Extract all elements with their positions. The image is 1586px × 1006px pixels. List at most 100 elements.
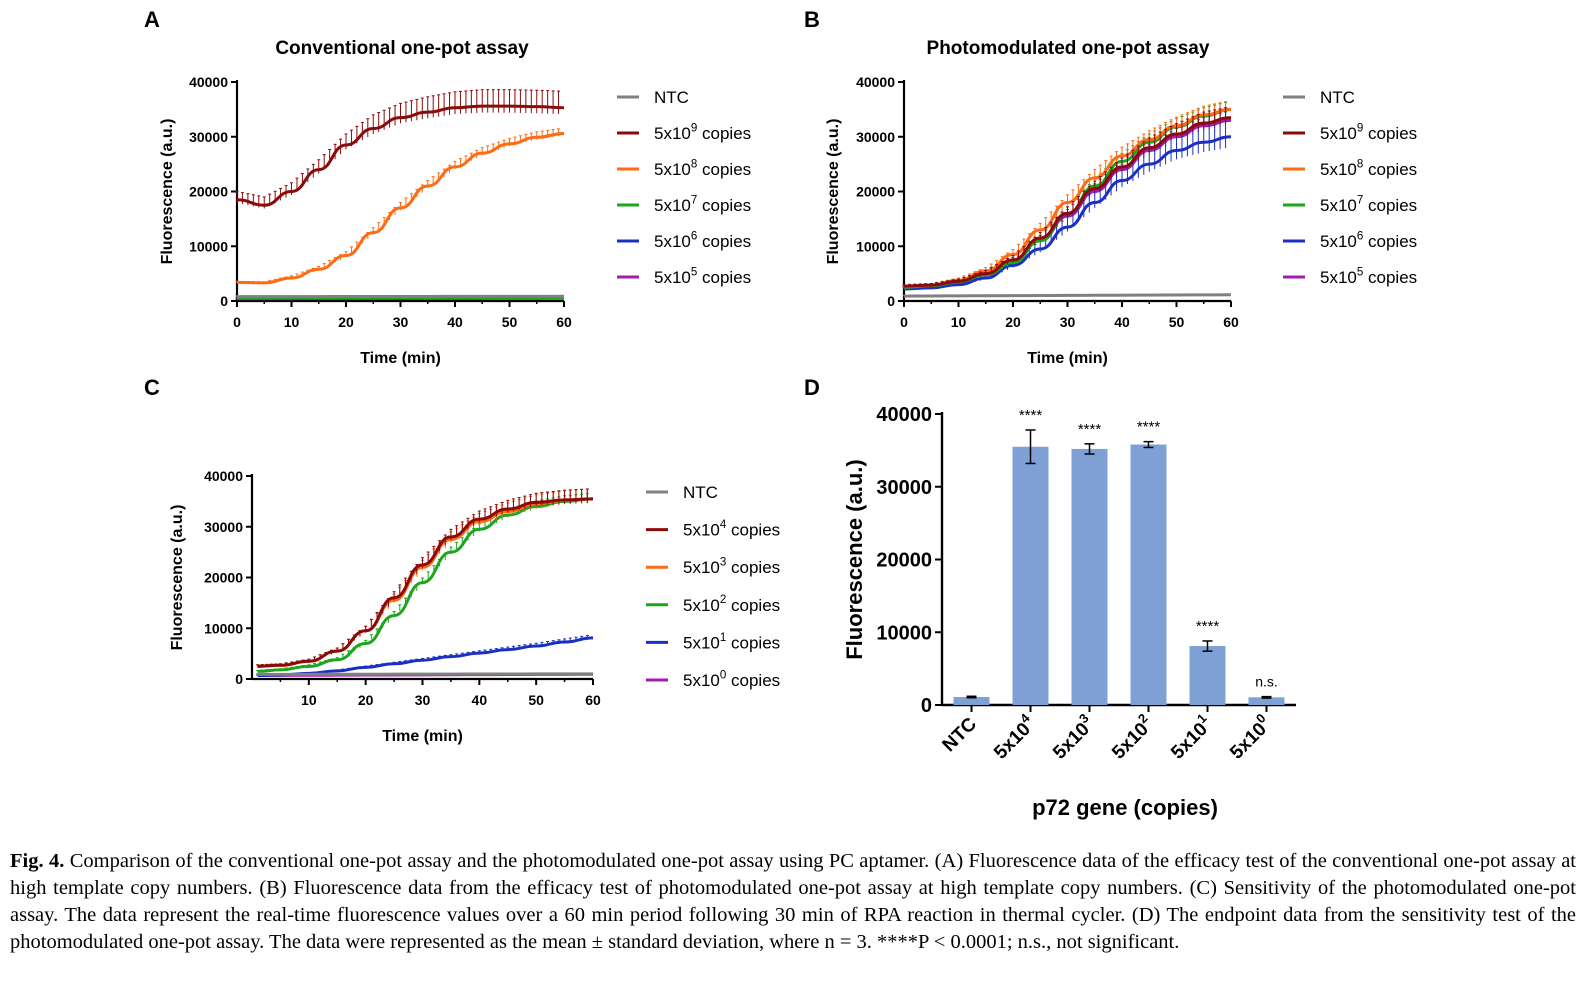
series-e9 [902,107,1232,288]
x-tick-label: 40 [1114,314,1130,330]
legend-label: 5x103 copies [683,557,780,578]
legend-label: 5x108 copies [654,158,751,179]
series-line [236,104,565,207]
legend-label: NTC [683,483,718,502]
legend-label: 5x105 copies [654,266,751,287]
y-tick-label: 40000 [204,468,243,484]
y-tick-label: 0 [887,293,895,309]
significance-label: **** [1078,421,1102,438]
legend-label: 5x104 copies [683,519,780,540]
legend-label: NTC [1320,88,1355,107]
x-tick-label: 50 [1169,314,1185,330]
y-tick-label: 30000 [856,129,895,145]
panel-A: A Conventional one-pot assay 0 10000 20000 30… [144,7,751,367]
y-axis-label: Fluorescence (a.u.) [169,505,186,651]
legend-label: 5x100 copies [683,669,780,690]
chart-title: Conventional one-pot assay [275,38,529,59]
x-axis-label: p72 gene (copies) [1032,795,1218,820]
legend-label: 5x107 copies [1320,194,1417,215]
legend-label: NTC [654,88,689,107]
x-tick-label: 20 [338,314,354,330]
series-line [236,131,565,285]
y-tick-label: 30000 [876,477,932,499]
panel-label-B: B [804,7,820,32]
series-e1 [256,634,594,677]
series-e3 [256,488,594,668]
y-tick-label: 10000 [876,622,932,644]
x-tick-label: 10 [301,692,317,708]
y-tick-label: 10000 [856,238,895,254]
category-label: NTC [939,713,982,756]
x-tick-label: 20 [1005,314,1021,330]
bar [1248,697,1285,705]
series-line [903,135,1232,291]
series-line [257,497,594,668]
y-tick-label: 40000 [856,74,895,90]
category-label: 5x102 [1105,710,1158,763]
x-tick-label: 60 [1223,314,1239,330]
legend-label: 5x102 copies [683,594,780,615]
series-e9 [235,89,565,209]
panel-C: C 0 10000 20000 30000 40000 10 20 30 40 50 60 Time (… [144,375,780,745]
y-axis-label: Fluorescence (a.u.) [825,119,842,265]
y-tick-label: 0 [921,695,932,717]
significance-label: **** [1137,419,1161,436]
y-axis-label: Fluorescence (a.u.) [159,119,176,265]
legend-label: 5x109 copies [654,122,751,143]
significance-label: **** [1196,618,1220,635]
x-tick-label: 30 [1060,314,1076,330]
y-tick-label: 20000 [189,184,228,200]
series-ntc [256,672,594,676]
legend-label: 5x108 copies [1320,158,1417,179]
x-tick-label: 0 [233,314,241,330]
x-tick-label: 40 [472,692,488,708]
legend: NTC 5x109 copies 5x108 copies 5x107 copies 5… [617,88,751,287]
x-tick-label: 20 [358,692,374,708]
panel-label-A: A [144,7,160,32]
legend: NTC 5x104 copies 5x103 copies 5x102 copies 5… [646,483,780,690]
series-e6 [902,111,1232,291]
x-tick-label: 60 [585,692,601,708]
category-label: 5x103 [1046,710,1099,763]
y-tick-label: 20000 [204,570,243,586]
x-axis-label: Time (min) [360,350,441,367]
legend-label: 5x105 copies [1320,266,1417,287]
legend-label: 5x106 copies [1320,230,1417,251]
y-tick-label: 10000 [189,238,228,254]
y-tick-label: 30000 [204,519,243,535]
x-tick-label: 10 [951,314,967,330]
series-line [903,293,1232,298]
panel-D: D 0 10000 20000 30000 40000 Fluorescence (a.u.… [804,375,1296,820]
bar [1189,646,1226,705]
category-label: 5x104 [987,710,1041,764]
x-tick-label: 0 [900,314,908,330]
y-tick-label: 30000 [189,129,228,145]
y-tick-label: 0 [235,671,243,687]
x-tick-label: 40 [447,314,463,330]
y-tick-label: 40000 [189,74,228,90]
panel-label-D: D [804,375,820,400]
x-tick-label: 30 [415,692,431,708]
series-line [257,636,594,677]
y-axis-label: Fluorescence (a.u.) [842,459,867,660]
bar [1071,448,1108,705]
category-label: 5x101 [1164,710,1217,763]
panel-label-C: C [144,375,160,400]
series-ntc [902,293,1232,298]
bar [953,696,990,705]
y-tick-label: 20000 [876,550,932,572]
chart-title: Photomodulated one-pot assay [927,38,1210,59]
x-tick-label: 10 [284,314,300,330]
caption-label: Fig. 4. [10,850,65,872]
legend-label: 5x107 copies [654,194,751,215]
significance-label: n.s. [1255,674,1278,690]
significance-label: **** [1019,407,1043,424]
bar [1130,444,1167,705]
caption-text: Comparison of the conventional one-pot a… [10,850,1577,953]
legend-label: 5x106 copies [654,230,751,251]
legend-label: 5x101 copies [683,632,780,653]
legend-label: 5x109 copies [1320,122,1417,143]
y-tick-label: 40000 [876,404,932,426]
x-tick-label: 50 [502,314,518,330]
